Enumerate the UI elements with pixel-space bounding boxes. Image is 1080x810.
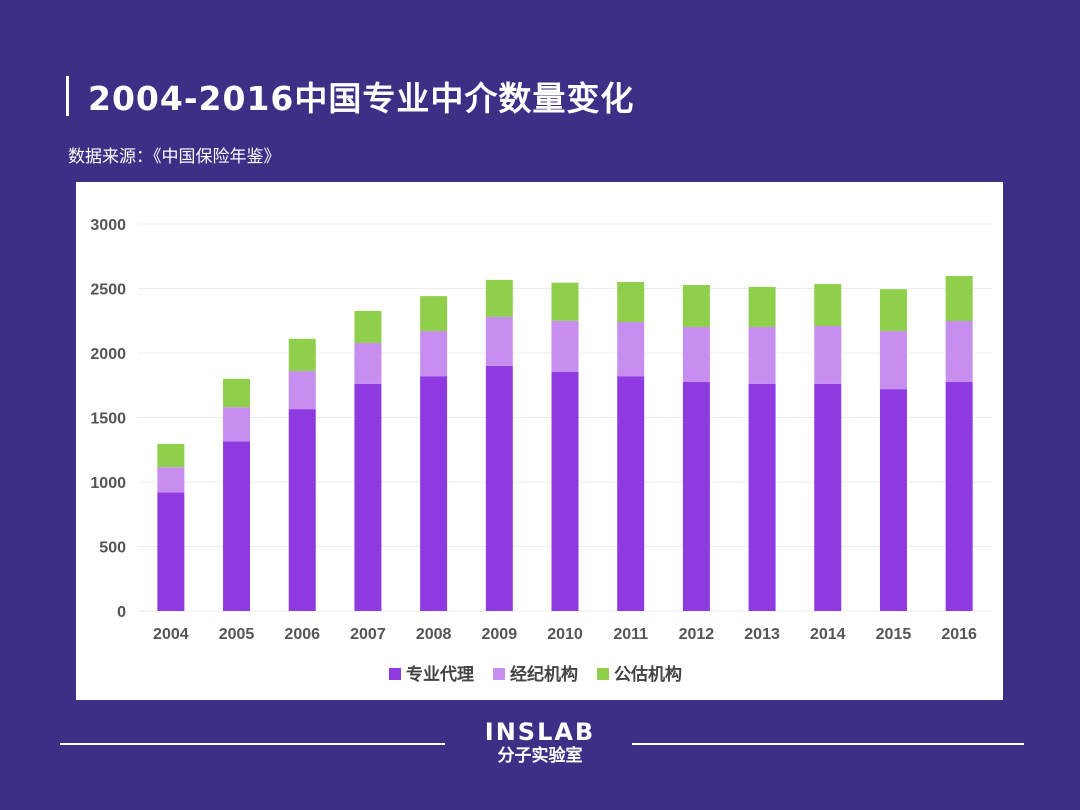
bar-segment-2010-1: [551, 320, 579, 372]
bar-segment-2005-1: [223, 407, 251, 442]
x-tick-label: 2015: [876, 626, 912, 643]
y-tick-label: 1000: [90, 475, 126, 492]
bar-segment-2004-1: [157, 467, 185, 493]
bar-segment-2005-2: [223, 378, 251, 408]
x-tick-label: 2012: [679, 626, 715, 643]
bar-segment-2006-0: [288, 409, 316, 611]
x-tick-label: 2013: [744, 626, 780, 643]
bar-segment-2009-0: [485, 365, 513, 611]
bar-segment-2012-2: [682, 285, 710, 327]
x-tick-label: 2011: [613, 626, 648, 643]
y-tick-label: 3000: [90, 217, 126, 234]
data-source: 数据来源：《中国保险年鉴》: [68, 147, 281, 167]
bar-segment-2009-2: [485, 279, 513, 317]
bar-segment-2004-0: [157, 492, 185, 611]
legend-label: 经纪机构: [510, 664, 578, 685]
bar-segment-2011-2: [617, 282, 645, 323]
bar-segment-2014-1: [814, 326, 842, 384]
x-tick-label: 2009: [482, 626, 518, 643]
brand-name-en: INSLAB: [484, 718, 596, 746]
legend-swatch: [493, 668, 505, 680]
bar-segment-2015-2: [879, 289, 907, 332]
x-tick-label: 2007: [350, 626, 386, 643]
bar-segment-2008-0: [420, 376, 448, 611]
legend-label: 公估机构: [614, 664, 682, 685]
bar-segment-2013-1: [748, 326, 776, 384]
y-tick-label: 1500: [90, 411, 126, 428]
stacked-bar-chart: 0 500 1000 1500 2000 2500 3000 2004 2005 2006 2007…: [90, 217, 992, 685]
x-tick-label: 2006: [284, 626, 320, 643]
y-tick-label: 0: [117, 604, 126, 621]
brand-logo: INSLAB 分子实验室: [470, 718, 610, 766]
bar-segment-2007-1: [354, 342, 382, 384]
bar-segment-2016-0: [945, 382, 973, 611]
brand-name-cn: 分子实验室: [497, 746, 583, 766]
bar-segment-2008-2: [420, 296, 448, 332]
bar-segment-2010-2: [551, 282, 579, 321]
bar-segment-2013-0: [748, 383, 776, 611]
bar-segment-2015-1: [879, 331, 907, 390]
x-tick-label: 2008: [416, 626, 452, 643]
bar-segment-2011-0: [617, 376, 645, 611]
bar-segment-2006-1: [288, 371, 316, 410]
bar-segment-2007-2: [354, 310, 382, 343]
y-tick-label: 2500: [90, 282, 126, 299]
legend-label: 专业代理: [406, 664, 474, 685]
bar-segment-2007-0: [354, 383, 382, 611]
chart-panel: 0 500 1000 1500 2000 2500 3000 2004 2005 2006 2007…: [76, 182, 1003, 700]
x-tick-label: 2010: [547, 626, 583, 643]
bar-segment-2016-1: [945, 321, 973, 383]
bar-segment-2014-0: [814, 383, 842, 611]
footer-divider-right: [632, 743, 1024, 745]
x-tick-label: 2016: [941, 626, 977, 643]
bar-segment-2005-0: [223, 441, 251, 611]
bar-segment-2010-0: [551, 371, 579, 611]
bar-segment-2012-1: [682, 326, 710, 383]
page-title: 2004-2016中国专业中介数量变化: [88, 79, 635, 118]
x-tick-label: 2004: [153, 626, 189, 643]
bar-segment-2014-2: [814, 283, 842, 327]
footer-divider-left: [60, 743, 445, 745]
bar-segment-2015-0: [879, 389, 907, 611]
bar-segment-2004-2: [157, 443, 185, 468]
x-tick-label: 2014: [810, 626, 846, 643]
x-tick-label: 2005: [219, 626, 255, 643]
legend-swatch: [597, 668, 609, 680]
y-tick-label: 500: [99, 540, 126, 557]
bar-segment-2008-1: [420, 331, 448, 377]
title-accent-bar: [66, 76, 69, 116]
legend-swatch: [389, 668, 401, 680]
bar-segment-2006-2: [288, 338, 316, 372]
bar-segment-2016-2: [945, 275, 973, 322]
bar-segment-2012-0: [682, 382, 710, 611]
bar-segment-2011-1: [617, 322, 645, 377]
y-tick-label: 2000: [90, 346, 126, 363]
bar-segment-2013-2: [748, 286, 776, 327]
bar-segment-2009-1: [485, 316, 513, 366]
